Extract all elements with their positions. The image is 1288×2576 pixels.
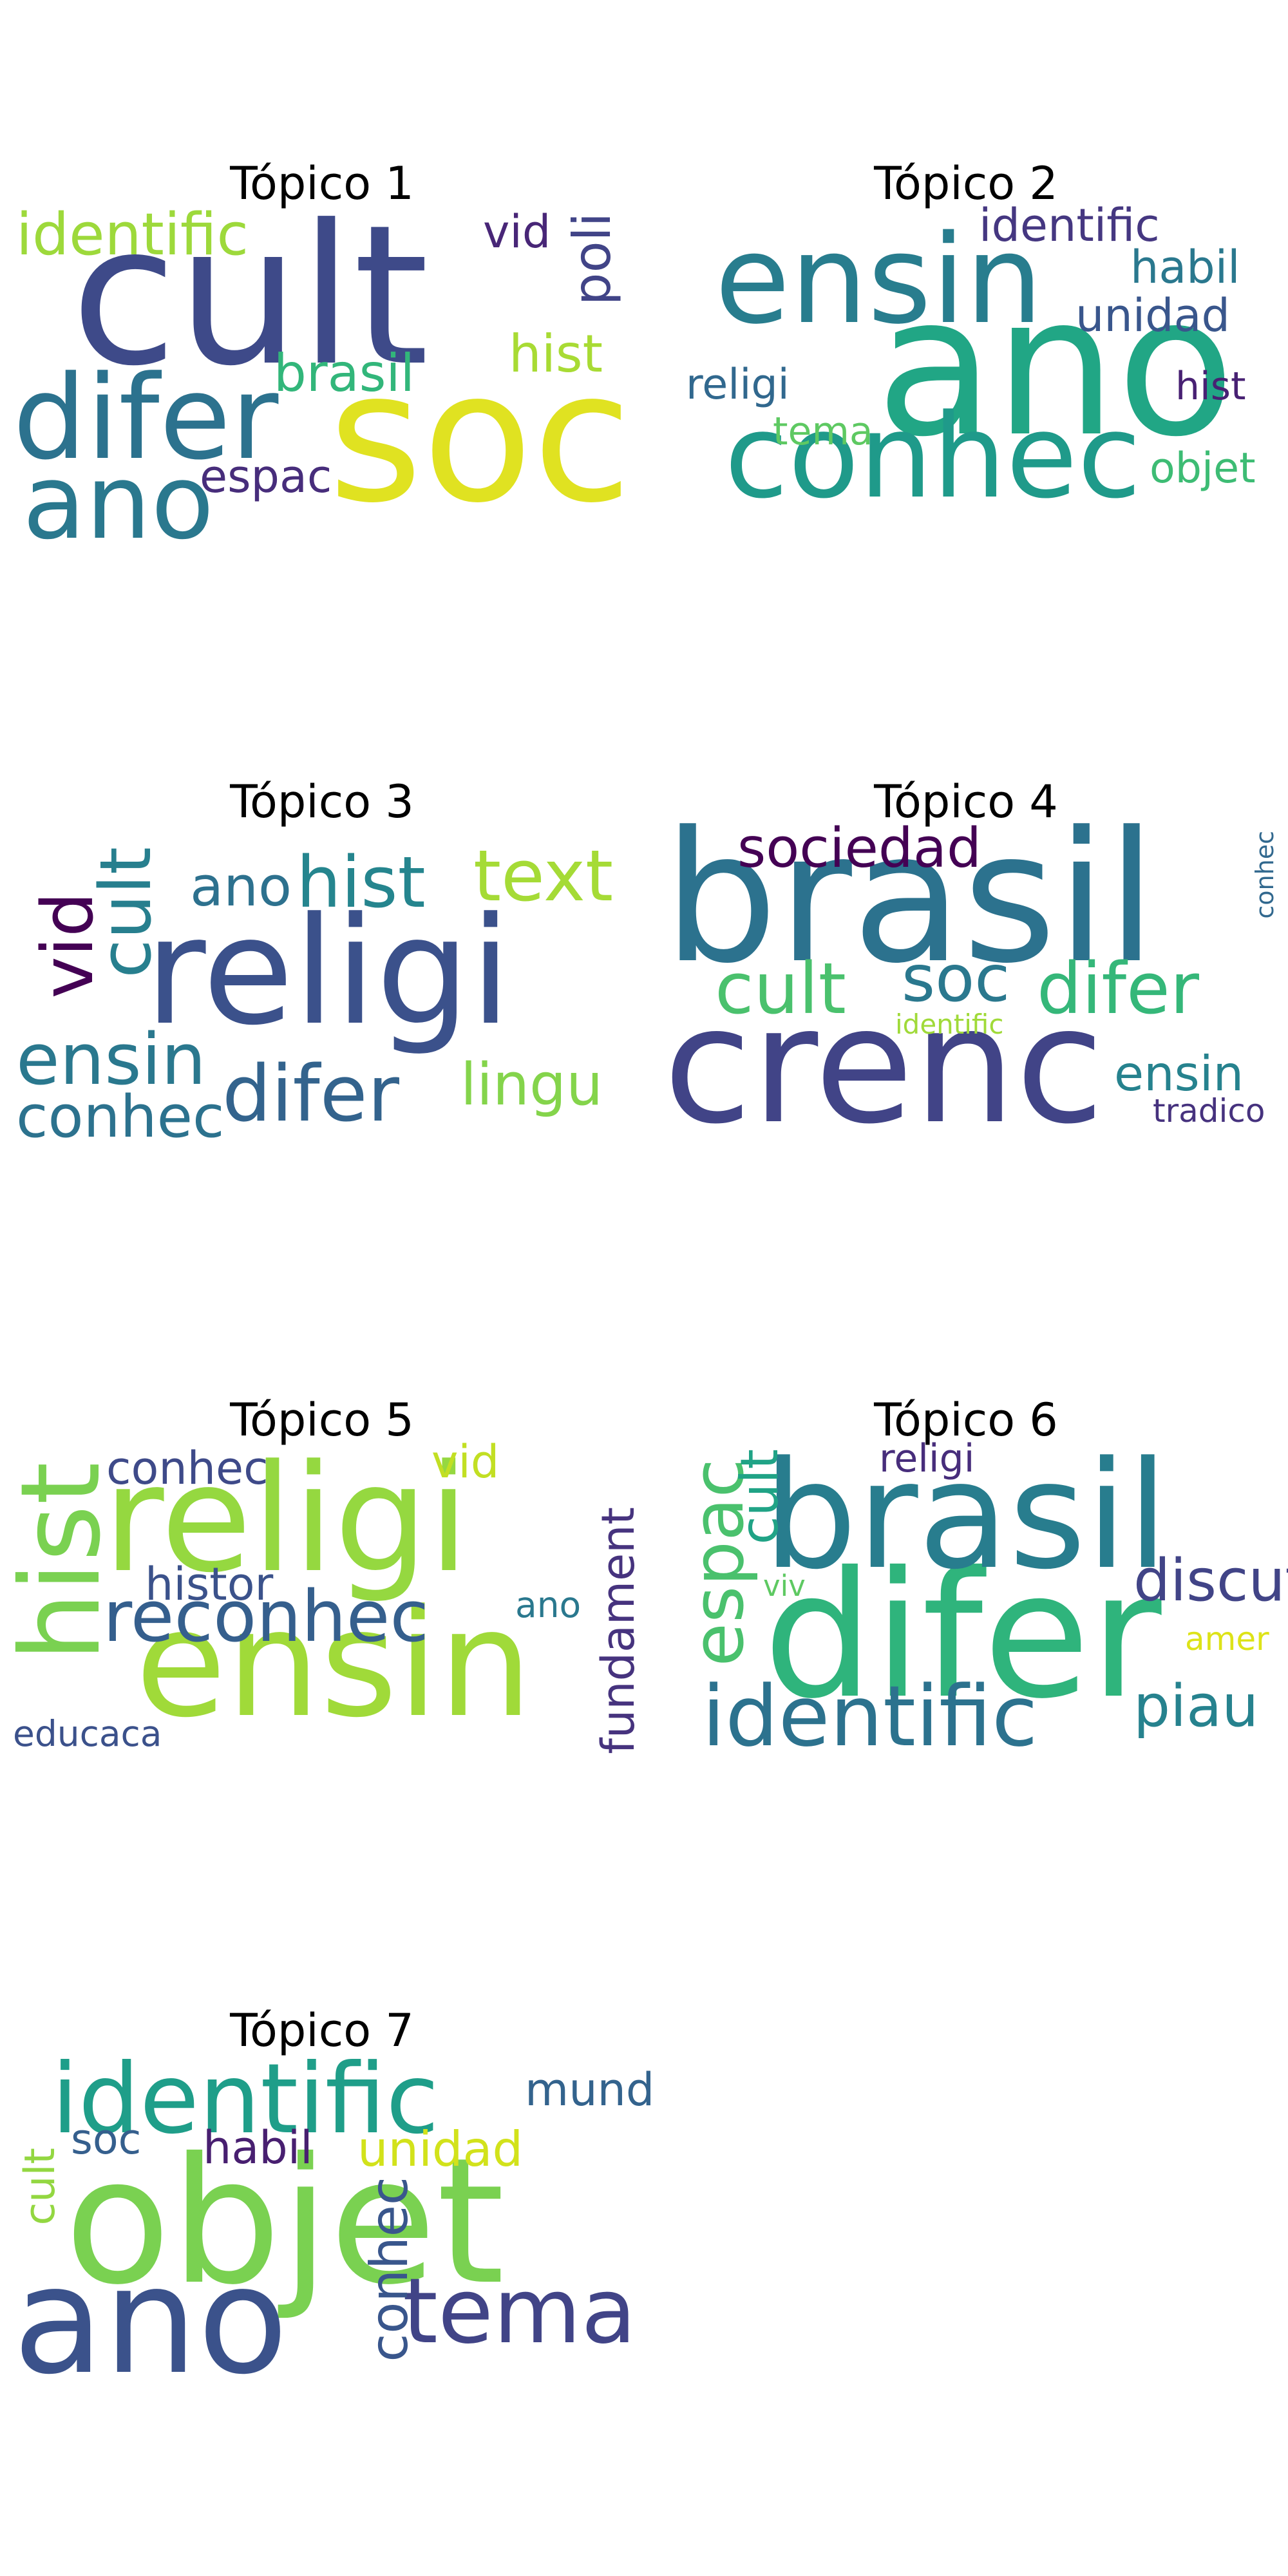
- topic-1-panel: Tópico 1 cult soc difer ano identific br…: [6, 148, 638, 599]
- topic-7-title: Tópico 7: [230, 2004, 414, 2057]
- topic-5-word: fundament: [592, 1507, 645, 1754]
- topic-4-word: identific: [895, 1009, 1004, 1040]
- topic-7-word: soc: [71, 2116, 142, 2164]
- topic-5-word: ensin: [135, 1578, 533, 1750]
- topic-1-word: poli: [562, 213, 622, 306]
- topic-5-word: educaca: [13, 1713, 162, 1754]
- topic-7-wordcloud: objet ano identific tema conhec habil un…: [6, 2003, 654, 2454]
- topic-4-panel: Tópico 4 brasil crenc sociedad cult soc …: [650, 766, 1282, 1217]
- topic-6-panel: Tópico 6 difer brasil identific espac cu…: [650, 1385, 1288, 1835]
- topic-7-word: cult: [16, 2148, 64, 2226]
- topic-2-word: ano: [876, 254, 1235, 479]
- topic-3-word: hist: [296, 841, 426, 923]
- topic-7-word: mund: [525, 2063, 655, 2116]
- topic-3-word: vid: [26, 892, 109, 999]
- topic-3-word: text: [473, 835, 614, 917]
- topic-5-panel: Tópico 5 religi ensin hist reconhec conh…: [0, 1385, 645, 1835]
- topic-4-word: cult: [715, 947, 846, 1030]
- topic-1-word: difer: [13, 351, 279, 486]
- topic-3-word: ano: [190, 855, 292, 919]
- topic-6-word: cult: [730, 1449, 790, 1545]
- topic-2-panel: Tópico 2 ano ensin conhec identific habi…: [650, 148, 1282, 599]
- topic-4-word: conhec: [1251, 831, 1279, 919]
- topic-4-word: difer: [1037, 947, 1200, 1030]
- topic-4-word: sociedad: [737, 817, 981, 880]
- topic-6-word: difer: [763, 1534, 1162, 1737]
- topic-1-word: espac: [200, 450, 332, 503]
- topic-5-word: conhec: [106, 1442, 269, 1495]
- topic-2-word: identific: [979, 199, 1160, 252]
- topic-6-wordcloud: difer brasil identific espac cult discut…: [650, 1385, 1288, 1835]
- topic-5-word: vid: [431, 1435, 500, 1488]
- topic-1-wordcloud: cult soc difer ano identific brasil hist…: [6, 148, 638, 599]
- topic-2-word: religi: [686, 361, 790, 409]
- topic-6-title: Tópico 6: [874, 1394, 1058, 1446]
- topic-3-word: conhec: [16, 1083, 225, 1151]
- topic-3-word: ensin: [16, 1018, 206, 1101]
- topic-5-word: reconhec: [103, 1575, 429, 1658]
- topic-4-word: ensin: [1114, 1045, 1244, 1102]
- topic-1-word: ano: [23, 442, 214, 562]
- topic-2-word: conhec: [724, 390, 1141, 524]
- topic-7-word: tema: [402, 2259, 637, 2364]
- topic-3-word: difer: [222, 1050, 399, 1139]
- topic-6-word: religi: [879, 1436, 975, 1481]
- topic-7-word: objet: [64, 2120, 505, 2323]
- topic-1-word: identific: [16, 201, 249, 269]
- topic-2-wordcloud: ano ensin conhec identific habil unidad …: [650, 148, 1282, 599]
- topic-5-wordcloud: religi ensin hist reconhec conhec vid hi…: [0, 1385, 645, 1835]
- topic-6-word: viv: [763, 1569, 806, 1603]
- topic-1-word: cult: [71, 184, 430, 408]
- topic-2-word: hist: [1175, 364, 1246, 409]
- topic-4-word: tradico: [1153, 1092, 1265, 1130]
- topic-5-word: ano: [515, 1584, 582, 1625]
- topic-2-word: tema: [773, 409, 873, 454]
- topic-2-word: ensin: [715, 209, 1043, 351]
- topic-6-word: brasil: [763, 1430, 1169, 1602]
- topic-1-word: soc: [328, 333, 632, 543]
- topic-4-word: brasil: [663, 793, 1157, 1003]
- topic-4-title: Tópico 4: [874, 775, 1058, 828]
- topic-5-title: Tópico 5: [230, 1394, 414, 1446]
- topic-1-word: hist: [509, 324, 603, 384]
- topic-3-wordcloud: religi hist text ano cult vid ensin dife…: [6, 766, 638, 1217]
- topic-1-title: Tópico 1: [230, 157, 414, 210]
- topic-1-word: vid: [483, 205, 551, 258]
- topic-7-word: conhec: [359, 2177, 419, 2362]
- topic-4-wordcloud: brasil crenc sociedad cult soc difer ide…: [650, 766, 1282, 1217]
- topic-1-word: brasil: [274, 343, 415, 403]
- topic-3-word: religi: [145, 886, 511, 1058]
- topic-7-word: ano: [13, 2235, 289, 2407]
- topic-6-word: discut: [1133, 1547, 1288, 1615]
- topic-3-word: lingu: [460, 1051, 603, 1119]
- topic-6-word: identific: [702, 1667, 1038, 1765]
- topic-7-word: unidad: [357, 2121, 524, 2177]
- topic-7-word: identific: [52, 2043, 439, 2155]
- topic-7-word: habil: [203, 2121, 313, 2174]
- topic-2-word: objet: [1150, 444, 1256, 493]
- topic-7-panel: Tópico 7 objet ano identific tema conhec…: [6, 2003, 654, 2454]
- topic-5-word: histor: [145, 1558, 274, 1611]
- topic-3-panel: Tópico 3 religi hist text ano cult vid e…: [6, 766, 638, 1217]
- topic-6-word: amer: [1185, 1620, 1269, 1658]
- topic-3-title: Tópico 3: [230, 775, 414, 828]
- topic-6-word: piau: [1133, 1672, 1259, 1740]
- topic-4-word: soc: [902, 941, 1010, 1016]
- topic-5-word: hist: [0, 1462, 125, 1662]
- topic-2-word: unidad: [1075, 289, 1230, 342]
- topic-2-title: Tópico 2: [874, 157, 1058, 210]
- topic-4-word: crenc: [663, 972, 1104, 1159]
- topic-5-word: religi: [103, 1434, 469, 1605]
- topic-2-word: habil: [1130, 241, 1240, 294]
